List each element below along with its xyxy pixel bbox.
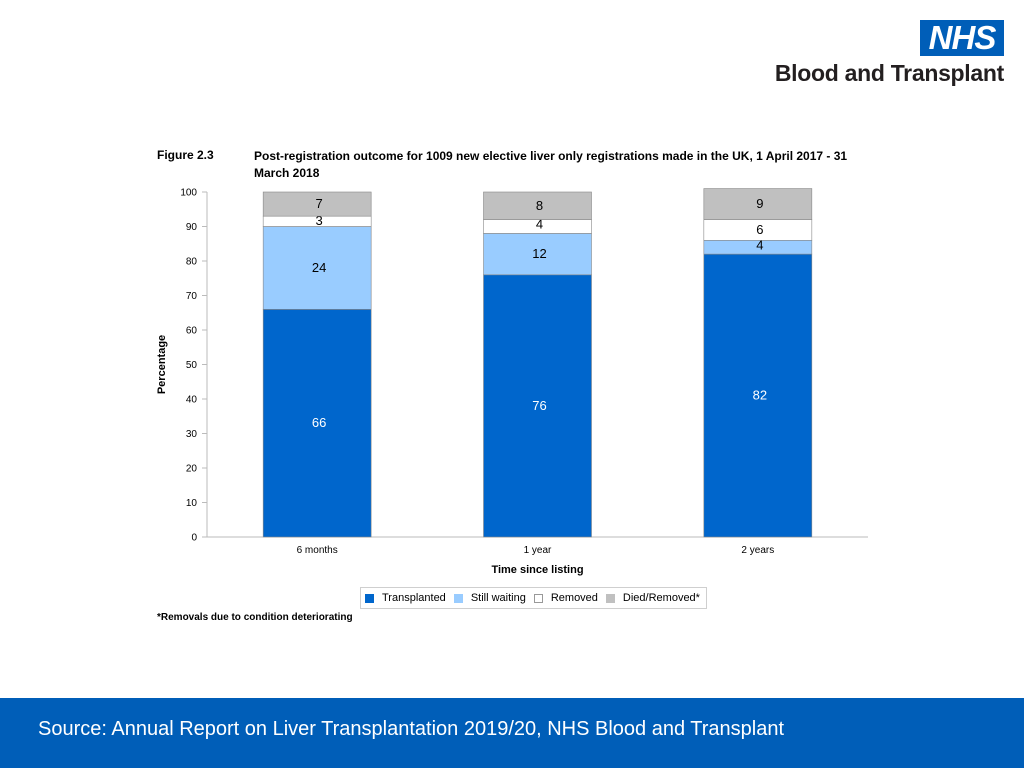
y-tick-label: 50	[186, 360, 198, 371]
bar-segment	[262, 308, 372, 538]
figure-label: Figure 2.3	[157, 148, 214, 162]
bar-segment	[483, 233, 592, 276]
data-label: 66	[312, 415, 326, 430]
legend-item: Still waiting	[453, 592, 526, 604]
legend-label: Transplanted	[382, 592, 446, 604]
data-label: 4	[756, 237, 763, 252]
legend-swatch	[533, 593, 543, 603]
nhsbt-logo: NHS Blood and Transplant	[764, 20, 1004, 90]
legend-item: Died/Removed*	[605, 592, 700, 604]
org-name: Blood and Transplant	[774, 60, 1004, 86]
nhs-logo-box: NHS	[920, 20, 1004, 56]
data-label: 4	[536, 217, 543, 232]
bar-segment	[483, 274, 592, 538]
x-tick-label: 2 years	[741, 545, 774, 556]
legend-label: Still waiting	[470, 592, 526, 604]
legend-label: Died/Removed*	[622, 592, 700, 604]
data-label: 82	[753, 388, 767, 403]
bar-segment	[262, 191, 372, 217]
legend-swatch	[365, 593, 374, 603]
y-tick-label: 30	[186, 429, 198, 440]
y-tick-label: 40	[186, 395, 198, 406]
legend-item: Removed	[533, 592, 598, 604]
figure-title: Post-registration outcome for 1009 new e…	[254, 149, 848, 180]
y-axis-title: Percentage	[156, 335, 168, 394]
legend-label: Removed	[550, 592, 598, 604]
x-tick-label: 6 months	[297, 545, 338, 556]
bar-segment	[703, 188, 813, 220]
y-tick-label: 80	[186, 257, 198, 268]
data-label: 12	[532, 246, 546, 261]
legend-item: Transplanted	[365, 592, 446, 604]
bar-segment	[703, 253, 813, 538]
source-text: Source: Annual Report on Liver Transplan…	[38, 718, 785, 740]
data-label: 7	[316, 196, 323, 211]
data-label: 8	[536, 198, 543, 213]
legend-swatch	[605, 593, 615, 603]
y-tick-label: 20	[186, 464, 198, 475]
bar-segment	[262, 226, 372, 310]
y-tick-label: 90	[186, 222, 198, 233]
footnote: *Removals due to condition deteriorating	[157, 612, 353, 623]
y-tick-label: 70	[186, 291, 198, 302]
data-label: 6	[756, 222, 763, 237]
data-label: 76	[532, 398, 546, 413]
data-label: 3	[316, 213, 323, 228]
y-tick-label: 100	[180, 188, 197, 199]
data-label: 9	[756, 196, 763, 211]
y-tick-label: 0	[191, 533, 197, 544]
data-label: 24	[312, 260, 326, 275]
y-tick-label: 10	[186, 498, 198, 509]
stacked-bar-chart: 0 10 20 30 40 50 60 70 80 90 100 Percentage 66 24 3 7 6 …	[156, 188, 868, 576]
x-tick-label: 1 year	[524, 545, 552, 556]
bar-segment	[483, 191, 592, 220]
footer-bar: Source: Annual Report on Liver Transplan…	[0, 698, 1024, 768]
x-axis-title: Time since listing	[491, 564, 583, 576]
legend-swatch	[453, 593, 463, 603]
chart-legend: Transplanted Still waiting Removed Died/Rem…	[360, 587, 707, 609]
y-tick-label: 60	[186, 326, 198, 337]
